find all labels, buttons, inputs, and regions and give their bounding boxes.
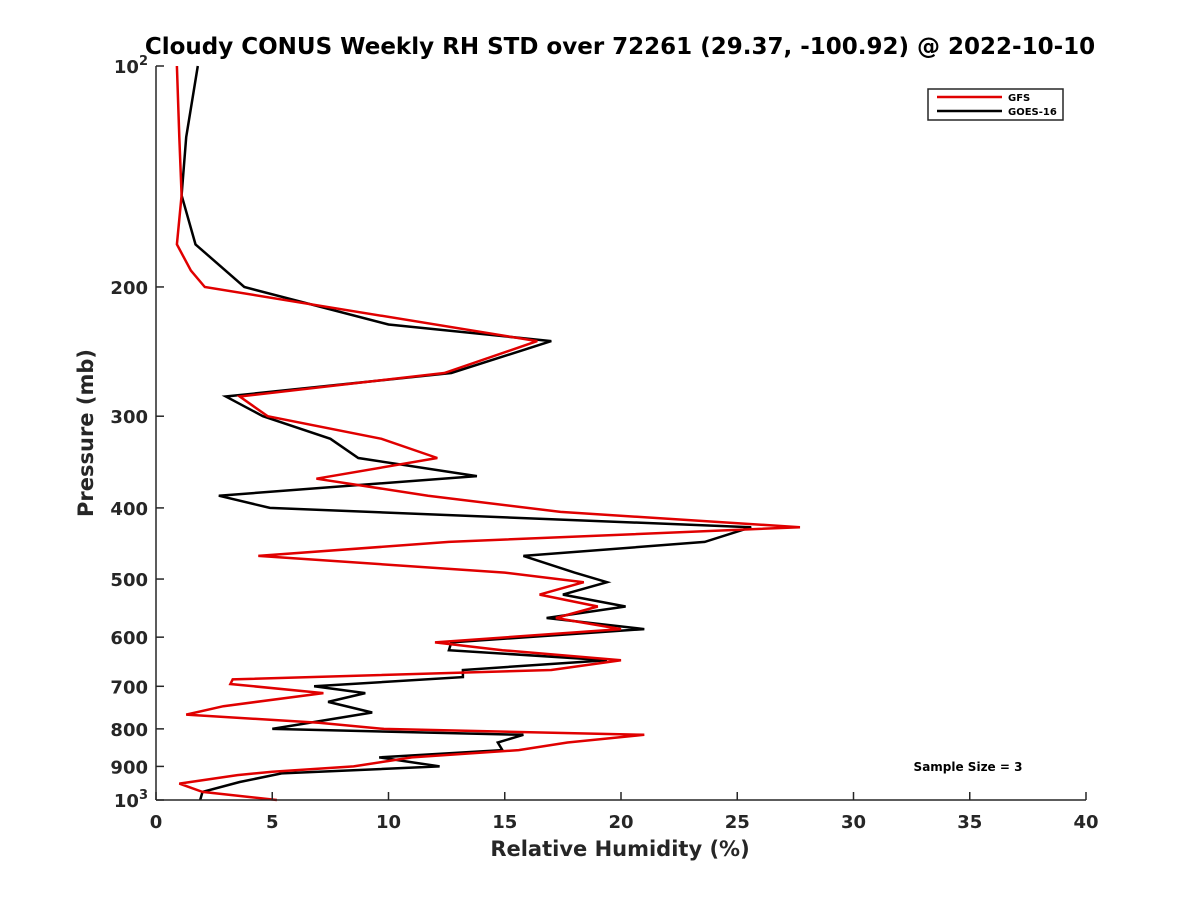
x-tick-label: 35 <box>957 812 982 833</box>
series-line-goes16 <box>180 65 752 801</box>
plot-area: 0 5 10 15 20 25 30 35 40 102 200 300 400 500 600 700 80… <box>110 54 1098 833</box>
x-tick-label: 10 <box>376 812 401 833</box>
y-axis-ticks: 102 200 300 400 500 600 700 800 900 103 <box>110 54 164 812</box>
x-tick-label: 0 <box>150 812 163 833</box>
x-tick-label: 25 <box>725 812 750 833</box>
y-tick-label: 102 <box>114 54 148 78</box>
y-tick-label: 200 <box>110 278 148 299</box>
legend-entry-goes16: GOES-16 <box>1008 107 1057 118</box>
sample-size-annotation: Sample Size = 3 <box>914 760 1023 774</box>
y-axis-label: Pressure (mb) <box>74 349 98 517</box>
legend-entry-gfs: GFS <box>1008 93 1030 104</box>
y-tick-label: 300 <box>110 407 148 428</box>
y-tick-label: 600 <box>110 628 148 649</box>
y-tick-label: 103 <box>114 788 148 812</box>
x-tick-label: 5 <box>266 812 279 833</box>
x-axis-label: Relative Humidity (%) <box>490 837 749 861</box>
legend: GFS GOES-16 <box>927 88 1064 121</box>
x-axis-ticks: 0 5 10 15 20 25 30 35 40 <box>150 792 1099 833</box>
legend-box <box>927 88 1064 121</box>
x-tick-label: 30 <box>841 812 866 833</box>
x-tick-label: 15 <box>492 812 517 833</box>
y-tick-label: 800 <box>110 720 148 741</box>
y-tick-label: 900 <box>110 757 148 778</box>
chart-title: Cloudy CONUS Weekly RH STD over 72261 (2… <box>145 34 1095 60</box>
x-tick-label: 20 <box>608 812 633 833</box>
x-tick-label: 40 <box>1073 812 1098 833</box>
series-line-gfs <box>175 65 801 802</box>
y-tick-label: 700 <box>110 677 148 698</box>
y-tick-label: 500 <box>110 570 148 591</box>
series-layer <box>175 65 801 802</box>
y-tick-label: 400 <box>110 499 148 520</box>
